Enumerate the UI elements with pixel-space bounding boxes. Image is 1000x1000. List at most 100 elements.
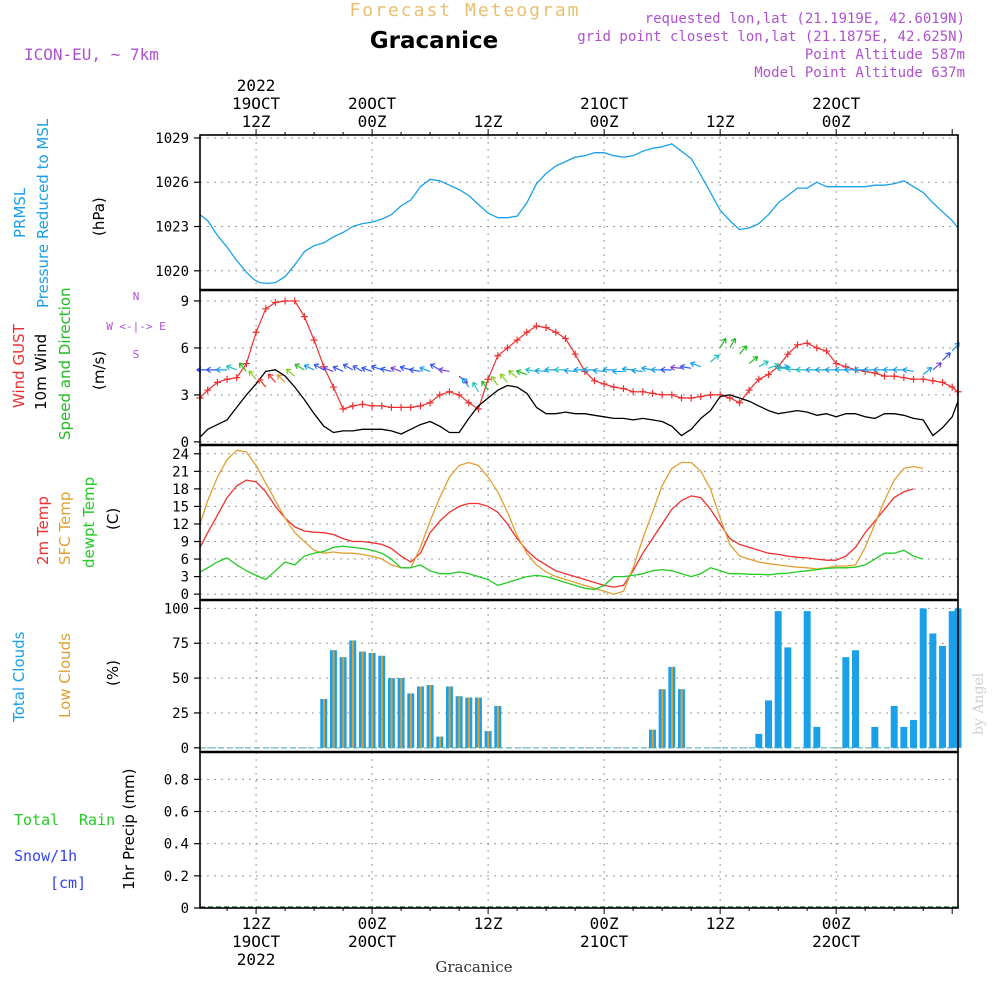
wind-gust-marker (213, 378, 221, 386)
wind-direction-arrow (892, 366, 904, 374)
wind-direction-arrow (285, 368, 296, 377)
wind-direction-arrow (922, 366, 933, 376)
x-label-top: 00Z (358, 112, 387, 131)
bottom-station-label: Gracanice (435, 958, 512, 976)
x-label-top: 19OCT (232, 94, 281, 113)
total-label: Total (14, 811, 59, 829)
total-cloud-bar (871, 726, 879, 748)
low-cloud-bar (448, 686, 451, 748)
wind-gust-marker (600, 380, 608, 388)
wind-direction-arrow (554, 366, 566, 374)
total-cloud-bar (948, 611, 956, 748)
wind-direction-arrow (815, 366, 827, 374)
celsius-unit-label: (C) (104, 508, 122, 530)
sfc-temp-label: SFC Temp (56, 492, 74, 565)
wind-direction-arrow (332, 365, 344, 372)
wind-gust-marker (755, 375, 763, 383)
y-tick-label: 24 (172, 447, 189, 463)
wind-gust-marker (561, 335, 569, 343)
wind-gust-marker (803, 339, 811, 347)
wind-gust-marker (745, 386, 753, 394)
wind-gust-marker (910, 375, 918, 383)
wind-direction-arrow (844, 366, 856, 374)
watermark: by Angel (971, 672, 987, 735)
wind-direction-arrow (748, 355, 759, 365)
x-label-top: 20OCT (348, 94, 397, 113)
wind-direction-arrow (902, 367, 914, 374)
wind-direction-arrow (729, 337, 737, 349)
wind-direction-arrow (294, 363, 305, 371)
wind-direction-arrow (258, 378, 267, 388)
wind-direction-arrow (758, 360, 769, 368)
y-tick-label: 18 (172, 482, 189, 498)
low-cloud-bar (496, 705, 499, 748)
total-cloud-bar (929, 633, 937, 748)
wind-gust-marker (532, 322, 540, 330)
low-cloud-bar (477, 697, 480, 748)
wind-direction-arrow (409, 367, 421, 374)
wind-gust-marker (706, 391, 714, 399)
wind-gust-marker (677, 394, 685, 402)
wind-direction-arrow (380, 366, 392, 373)
wind-direction-arrow (679, 363, 692, 371)
low-cloud-bar (332, 650, 335, 748)
total-cloud-bar (919, 608, 927, 748)
wind-direction-arrow (873, 366, 885, 374)
wind-direction-arrow (370, 364, 382, 371)
cm-unit-label: [cm] (50, 874, 86, 892)
wind-direction-arrow (795, 366, 808, 374)
wind-gust-marker (639, 388, 647, 396)
model-altitude: Model Point Altitude 637m (754, 65, 965, 81)
wind-gust-marker (523, 328, 531, 336)
wind-gust-marker (310, 336, 318, 344)
station-title: Gracanice (370, 28, 498, 54)
x-label-top: 12Z (706, 112, 735, 131)
percent-unit-label: (%) (104, 660, 122, 686)
wind-direction-arrow (481, 380, 489, 391)
wind-gust-marker (494, 352, 502, 360)
wind-gust-marker (939, 378, 947, 386)
y-tick-label: 1020 (155, 264, 189, 280)
wind-gust-marker (571, 350, 579, 358)
wind-direction-arrow (276, 374, 286, 383)
low-cloud-bar (419, 686, 422, 748)
wind-direction-arrow (631, 367, 643, 374)
x-label-bottom: 12Z (242, 914, 271, 933)
x-label-top: 21OCT (580, 94, 629, 113)
wind-direction-arrow (303, 363, 315, 371)
y-tick-label: 21 (172, 464, 189, 480)
y-tick-label: 9 (181, 294, 189, 310)
x-label-bottom: 12Z (706, 914, 735, 933)
data-layer (197, 144, 962, 908)
wind-direction-arrow (534, 367, 547, 374)
panel-frame (199, 289, 959, 446)
wind-gust-marker (503, 344, 511, 352)
x-label-bottom: 12Z (474, 914, 503, 933)
wind-gust-marker (416, 402, 424, 410)
x-label-bottom: 21OCT (580, 932, 629, 951)
y-tick-label: 75 (172, 636, 189, 652)
wind-direction-arrow (592, 367, 605, 374)
total-cloud-bar (910, 719, 918, 748)
y-tick-label: 100 (164, 601, 189, 617)
wind-gust-marker (890, 372, 898, 380)
pressure-msl-label: Pressure Reduced to MSL (34, 118, 52, 308)
x-label-bottom: 19OCT (232, 932, 281, 951)
wind-direction-arrow (215, 366, 228, 374)
y-tick-label: 3 (181, 388, 189, 404)
wind-gust-marker (726, 394, 734, 402)
wind-gust-marker (823, 347, 831, 355)
total-cloud-bar (900, 726, 908, 748)
wind-gust-marker (552, 328, 560, 336)
wind-gust-marker (668, 391, 676, 399)
rain-label: Rain (79, 811, 115, 829)
low-cloud-bar (429, 685, 432, 748)
wind-direction-arrow (621, 366, 634, 373)
y-tick-label: 0 (181, 901, 189, 917)
wind-direction-arrow (313, 363, 325, 371)
wind-direction-arrow (515, 369, 527, 376)
low-cloud-bar (409, 693, 412, 748)
wind-gust-marker (687, 394, 695, 402)
wind-direction-arrow (461, 377, 470, 388)
low-cloud-bar (361, 651, 364, 748)
